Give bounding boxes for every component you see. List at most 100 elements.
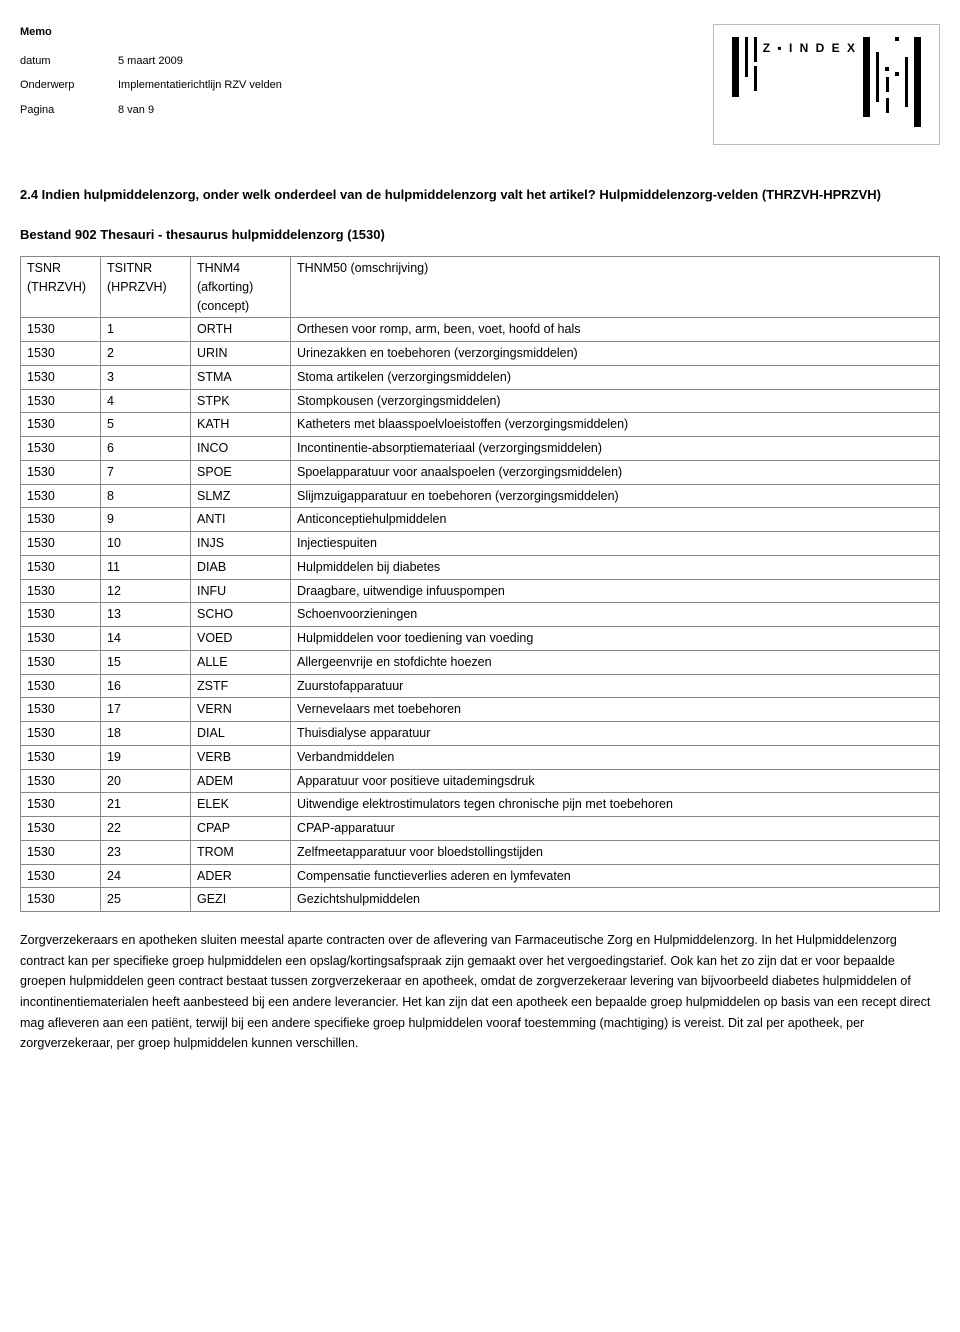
table-cell: 22 — [101, 817, 191, 841]
table-cell: 1530 — [21, 603, 101, 627]
table-cell: 2 — [101, 342, 191, 366]
col-header-thnm50: THNM50 (omschrijving) — [291, 257, 940, 318]
table-row: 153014VOEDHulpmiddelen voor toediening v… — [21, 627, 940, 651]
table-row: 153025GEZIGezichtshulpmiddelen — [21, 888, 940, 912]
table-row: 153016ZSTFZuurstofapparatuur — [21, 674, 940, 698]
table-row: 153020ADEMApparatuur voor positieve uita… — [21, 769, 940, 793]
table-cell: Incontinentie-absorptiemateriaal (verzor… — [291, 437, 940, 461]
table-cell: ORTH — [191, 318, 291, 342]
meta-label-onderwerp: Onderwerp — [20, 77, 110, 94]
table-cell: SLMZ — [191, 484, 291, 508]
table-row: 15309ANTIAnticonceptiehulpmiddelen — [21, 508, 940, 532]
table-cell: URIN — [191, 342, 291, 366]
table-row: 153011DIABHulpmiddelen bij diabetes — [21, 555, 940, 579]
table-cell: INCO — [191, 437, 291, 461]
table-cell: 9 — [101, 508, 191, 532]
table-row: 153015ALLEAllergeenvrije en stofdichte h… — [21, 650, 940, 674]
table-cell: 1530 — [21, 318, 101, 342]
table-cell: TROM — [191, 840, 291, 864]
table-cell: 24 — [101, 864, 191, 888]
table-cell: CPAP-apparatuur — [291, 817, 940, 841]
table-cell: 1530 — [21, 674, 101, 698]
table-cell: INFU — [191, 579, 291, 603]
memo-label: Memo — [20, 24, 282, 41]
table-row: 15301ORTHOrthesen voor romp, arm, been, … — [21, 318, 940, 342]
table-row: 153012INFUDraagbare, uitwendige infuuspo… — [21, 579, 940, 603]
table-cell: 1530 — [21, 769, 101, 793]
table-cell: 15 — [101, 650, 191, 674]
table-cell: Apparatuur voor positieve uitademingsdru… — [291, 769, 940, 793]
table-cell: 13 — [101, 603, 191, 627]
table-cell: Schoenvoorzieningen — [291, 603, 940, 627]
body-paragraph: Zorgverzekeraars en apotheken sluiten me… — [20, 930, 940, 1054]
table-cell: Compensatie functieverlies aderen en lym… — [291, 864, 940, 888]
table-cell: 14 — [101, 627, 191, 651]
table-row: 15308SLMZSlijmzuigapparatuur en toebehor… — [21, 484, 940, 508]
table-cell: 23 — [101, 840, 191, 864]
thesaurus-table: TSNR(THRZVH) TSITNR(HPRZVH) THNM4(afkort… — [20, 256, 940, 912]
table-cell: Slijmzuigapparatuur en toebehoren (verzo… — [291, 484, 940, 508]
table-cell: 1530 — [21, 698, 101, 722]
table-row: 15307SPOESpoelapparatuur voor anaalspoel… — [21, 460, 940, 484]
table-row: 153017VERNVernevelaars met toebehoren — [21, 698, 940, 722]
table-cell: 11 — [101, 555, 191, 579]
table-cell: SCHO — [191, 603, 291, 627]
table-cell: Urinezakken en toebehoren (verzorgingsmi… — [291, 342, 940, 366]
table-cell: 1530 — [21, 532, 101, 556]
table-cell: 1530 — [21, 365, 101, 389]
table-cell: DIAL — [191, 722, 291, 746]
meta-label-pagina: Pagina — [20, 102, 110, 119]
table-cell: INJS — [191, 532, 291, 556]
table-cell: VERN — [191, 698, 291, 722]
table-cell: 1 — [101, 318, 191, 342]
memo-meta: Memo datum 5 maart 2009 Onderwerp Implem… — [20, 24, 282, 118]
table-cell: ALLE — [191, 650, 291, 674]
table-cell: Thuisdialyse apparatuur — [291, 722, 940, 746]
table-row: 153021ELEKUitwendige elektrostimulators … — [21, 793, 940, 817]
table-cell: 1530 — [21, 579, 101, 603]
table-cell: 1530 — [21, 460, 101, 484]
table-cell: 1530 — [21, 484, 101, 508]
table-cell: 1530 — [21, 437, 101, 461]
table-cell: ZSTF — [191, 674, 291, 698]
table-cell: 5 — [101, 413, 191, 437]
col-header-thnm4: THNM4(afkorting)(concept) — [191, 257, 291, 318]
table-cell: Spoelapparatuur voor anaalspoelen (verzo… — [291, 460, 940, 484]
table-cell: VOED — [191, 627, 291, 651]
table-row: 153019VERBVerbandmiddelen — [21, 745, 940, 769]
meta-value-pagina: 8 van 9 — [118, 102, 282, 119]
meta-label-datum: datum — [20, 53, 110, 70]
table-cell: 12 — [101, 579, 191, 603]
table-row: 153022CPAPCPAP-apparatuur — [21, 817, 940, 841]
col-header-tsitnr: TSITNR(HPRZVH) — [101, 257, 191, 318]
table-cell: SPOE — [191, 460, 291, 484]
table-cell: ANTI — [191, 508, 291, 532]
table-cell: ELEK — [191, 793, 291, 817]
table-cell: 16 — [101, 674, 191, 698]
section-title: 2.4 Indien hulpmiddelenzorg, onder welk … — [20, 185, 940, 205]
table-cell: 7 — [101, 460, 191, 484]
table-cell: Stompkousen (verzorgingsmiddelen) — [291, 389, 940, 413]
table-cell: GEZI — [191, 888, 291, 912]
table-cell: Zelfmeetapparatuur voor bloedstollingsti… — [291, 840, 940, 864]
table-cell: Uitwendige elektrostimulators tegen chro… — [291, 793, 940, 817]
table-row: 15304STPKStompkousen (verzorgingsmiddele… — [21, 389, 940, 413]
table-cell: 1530 — [21, 650, 101, 674]
table-cell: 1530 — [21, 888, 101, 912]
table-cell: VERB — [191, 745, 291, 769]
table-cell: Gezichtshulpmiddelen — [291, 888, 940, 912]
table-cell: DIAB — [191, 555, 291, 579]
table-caption: Bestand 902 Thesauri - thesaurus hulpmid… — [20, 225, 940, 245]
table-cell: 1530 — [21, 722, 101, 746]
logo-text: Z ▪ I N D E X — [763, 37, 857, 57]
table-cell: Stoma artikelen (verzorgingsmiddelen) — [291, 365, 940, 389]
table-header-row: TSNR(THRZVH) TSITNR(HPRZVH) THNM4(afkort… — [21, 257, 940, 318]
table-cell: 20 — [101, 769, 191, 793]
table-cell: Draagbare, uitwendige infuuspompen — [291, 579, 940, 603]
table-cell: 1530 — [21, 389, 101, 413]
table-cell: 1530 — [21, 840, 101, 864]
table-cell: 1530 — [21, 627, 101, 651]
table-cell: Katheters met blaasspoelvloeistoffen (ve… — [291, 413, 940, 437]
table-row: 153013SCHOSchoenvoorzieningen — [21, 603, 940, 627]
table-cell: 1530 — [21, 555, 101, 579]
